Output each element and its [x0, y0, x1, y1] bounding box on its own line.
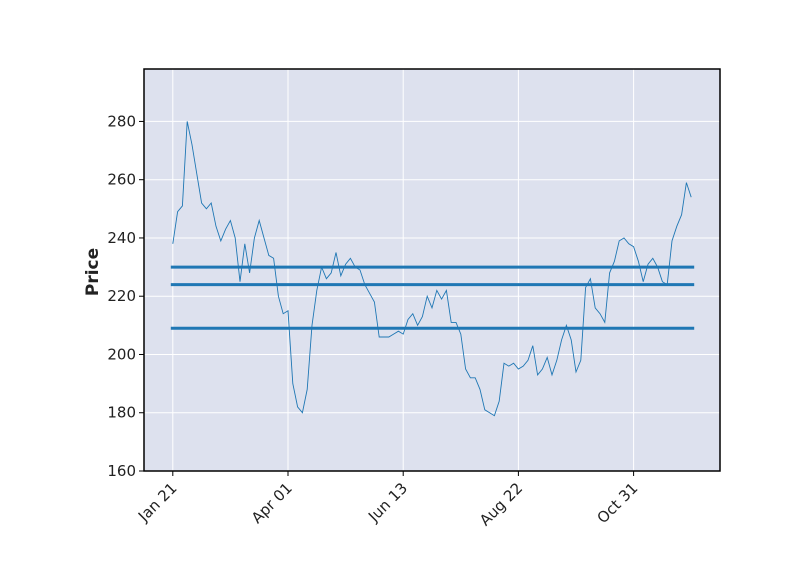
- y-tick-label: 260: [107, 171, 136, 189]
- y-tick-label: 240: [107, 229, 136, 247]
- y-tick-label: 280: [107, 112, 136, 130]
- x-tick-label: Jun 13: [364, 479, 411, 526]
- x-tick-label: Jan 21: [134, 479, 181, 526]
- y-tick-label: 160: [107, 462, 136, 480]
- x-tick-label: Apr 01: [248, 479, 296, 527]
- x-tick-label: Oct 31: [593, 479, 641, 527]
- y-tick-label: 220: [107, 287, 136, 305]
- y-axis-label: Price: [83, 248, 103, 296]
- plot-frame: [143, 68, 721, 472]
- plot-background: [144, 69, 720, 471]
- price-line: [172, 121, 692, 417]
- x-tick-label: Aug 22: [476, 479, 526, 529]
- y-tick-label: 200: [107, 345, 136, 363]
- y-tick-label: 180: [107, 404, 136, 422]
